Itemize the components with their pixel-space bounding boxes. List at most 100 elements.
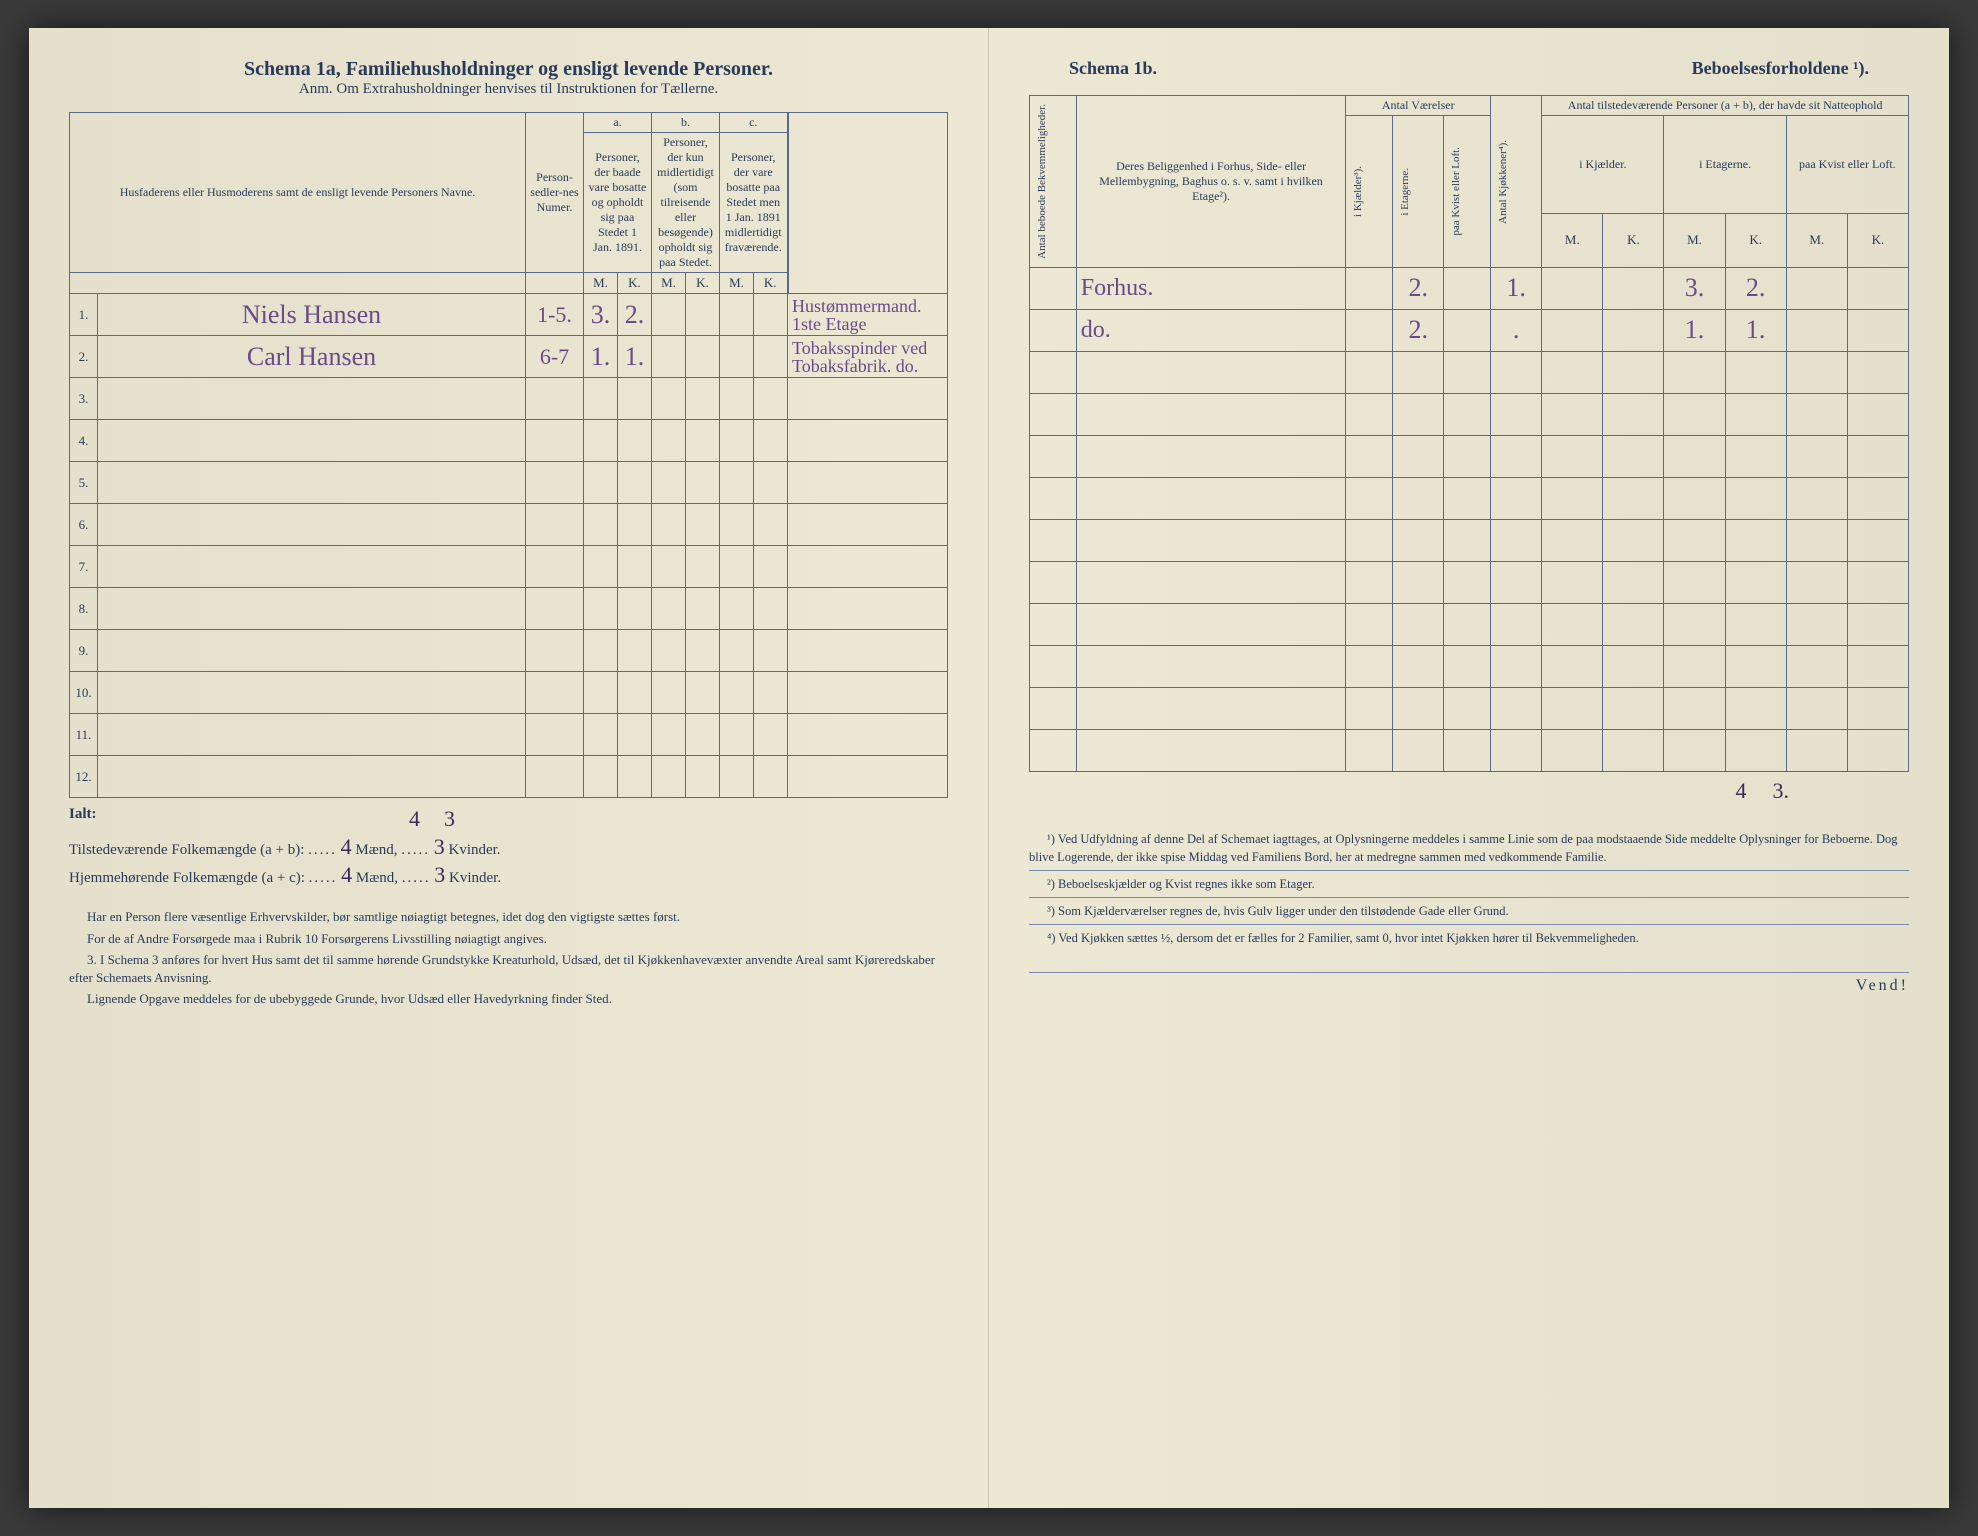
row-number: 9.	[70, 630, 98, 672]
et-cell	[1393, 477, 1444, 519]
kv-cell	[1444, 561, 1491, 603]
kjok-cell	[1491, 645, 1542, 687]
row-number: 12.	[70, 756, 98, 798]
nkvM-cell	[1786, 309, 1847, 351]
row-number: 2.	[70, 336, 98, 378]
kjok-cell	[1491, 477, 1542, 519]
netK-cell: 1.	[1725, 309, 1786, 351]
cM-cell	[720, 336, 754, 378]
cK-cell	[754, 504, 788, 546]
personnum-cell	[526, 420, 584, 462]
hjemme-K: 3	[434, 862, 445, 887]
row-number: 6.	[70, 504, 98, 546]
occupation-cell	[788, 462, 948, 504]
netM-cell: 1.	[1664, 309, 1725, 351]
bK-cell	[686, 336, 720, 378]
col-a-K: K.	[618, 273, 652, 294]
col-b-label: b.	[652, 113, 720, 133]
nkjM-cell	[1542, 267, 1603, 309]
occupation-cell	[788, 420, 948, 462]
aK-cell	[618, 378, 652, 420]
nkvM-cell	[1786, 519, 1847, 561]
bekv-cell	[1030, 645, 1077, 687]
name-cell	[98, 504, 526, 546]
cM-cell	[720, 294, 754, 336]
net-M: M.	[1664, 213, 1725, 267]
netM-cell	[1664, 393, 1725, 435]
row-number: 8.	[70, 588, 98, 630]
kv-cell	[1444, 393, 1491, 435]
netK-cell	[1725, 561, 1786, 603]
aM-cell	[584, 756, 618, 798]
aK-cell	[618, 462, 652, 504]
ialt-label: Ialt:	[69, 806, 199, 832]
netM-cell	[1664, 603, 1725, 645]
name-cell	[98, 756, 526, 798]
row-number: 11.	[70, 714, 98, 756]
personnum-cell	[526, 672, 584, 714]
belig-cell: do.	[1076, 309, 1346, 351]
schema-1b-title: Schema 1b.	[1069, 58, 1157, 79]
note-paragraph: ²) Beboelseskjælder og Kvist regnes ikke…	[1029, 875, 1909, 893]
occupation-cell	[788, 504, 948, 546]
note-divider	[1029, 897, 1909, 898]
bK-cell	[686, 714, 720, 756]
nkvK-cell	[1847, 687, 1908, 729]
aM-cell	[584, 588, 618, 630]
bM-cell	[652, 672, 686, 714]
netK-cell	[1725, 603, 1786, 645]
occupation-cell	[788, 546, 948, 588]
aM-cell: 1.	[584, 336, 618, 378]
bekv-cell	[1030, 351, 1077, 393]
row-number: 7.	[70, 546, 98, 588]
aM-cell	[584, 420, 618, 462]
nkvK-cell	[1847, 267, 1908, 309]
col-kvist: paa Kvist eller Loft.	[1444, 116, 1491, 268]
occupation-cell	[788, 588, 948, 630]
nkvM-cell	[1786, 477, 1847, 519]
cK-cell	[754, 546, 788, 588]
nkvK-cell	[1847, 561, 1908, 603]
nkvM-cell	[1786, 645, 1847, 687]
netM-cell	[1664, 351, 1725, 393]
occupation-cell	[788, 756, 948, 798]
nkjM-cell	[1542, 687, 1603, 729]
nkvM-cell	[1786, 603, 1847, 645]
bK-cell	[686, 756, 720, 798]
nkjK-cell	[1603, 435, 1664, 477]
net-K: K.	[1725, 213, 1786, 267]
bekv-cell	[1030, 477, 1077, 519]
right-notes: ¹) Ved Udfyldning af denne Del af Schema…	[1029, 830, 1909, 948]
aK-cell	[618, 756, 652, 798]
page-right: Schema 1b. Beboelsesforholdene ¹). Antal…	[989, 28, 1949, 1508]
bK-cell	[686, 504, 720, 546]
aK-cell	[618, 630, 652, 672]
nkvM-cell	[1786, 561, 1847, 603]
personnum-cell	[526, 756, 584, 798]
nkvK-cell	[1847, 435, 1908, 477]
table-row	[1030, 687, 1909, 729]
name-cell: Carl Hansen	[98, 336, 526, 378]
nkvM-cell	[1786, 729, 1847, 771]
col-natt-kj: i Kjælder.	[1542, 116, 1664, 214]
occupation-cell	[788, 630, 948, 672]
col-c-K: K.	[754, 273, 788, 294]
personnum-cell	[526, 504, 584, 546]
nkvM-cell	[1786, 435, 1847, 477]
tilstede-K: 3	[434, 834, 445, 859]
row-number: 4.	[70, 420, 98, 462]
kv-cell	[1444, 477, 1491, 519]
nkvK-cell	[1847, 729, 1908, 771]
nkvK-cell	[1847, 477, 1908, 519]
netK-cell	[1725, 729, 1786, 771]
bK-cell	[686, 588, 720, 630]
kj-cell	[1346, 351, 1393, 393]
aM-cell	[584, 504, 618, 546]
hjemme-label: Hjemmehørende Folkemængde (a + c):	[69, 870, 305, 886]
belig-cell	[1076, 477, 1346, 519]
kj-cell	[1346, 309, 1393, 351]
kjok-cell	[1491, 603, 1542, 645]
bM-cell	[652, 294, 686, 336]
nkvM-cell	[1786, 687, 1847, 729]
netK-cell	[1725, 645, 1786, 687]
